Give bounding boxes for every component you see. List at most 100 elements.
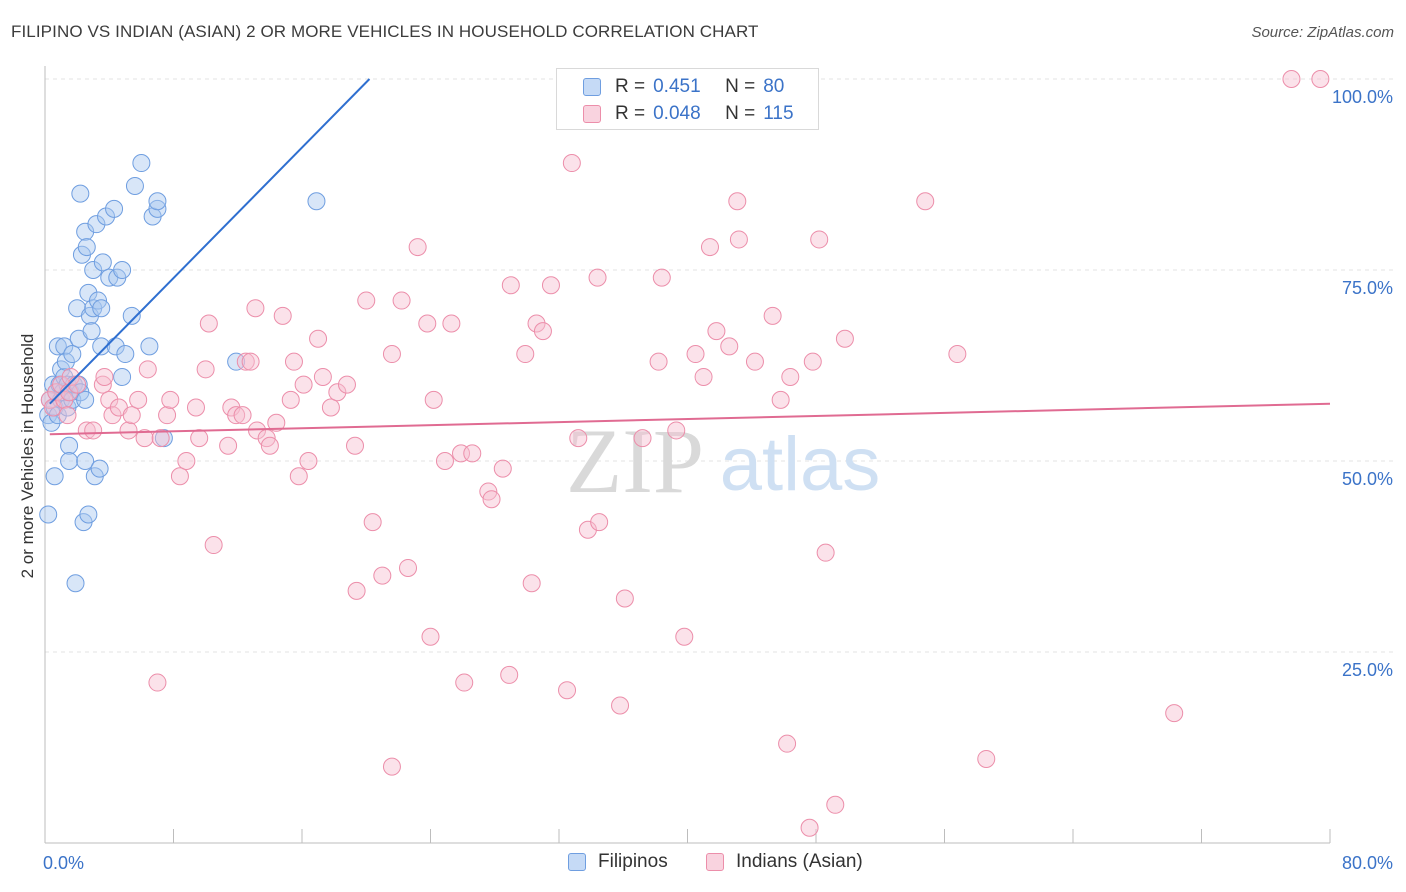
point-indians	[803, 352, 822, 371]
point-indians	[151, 429, 170, 448]
chart-title: FILIPINO VS INDIAN (ASIAN) 2 OR MORE VEH…	[11, 22, 759, 41]
point-indians	[337, 375, 356, 394]
point-indians	[1282, 70, 1301, 88]
point-indians	[77, 421, 96, 440]
point-indians	[558, 681, 577, 700]
point-filipinos	[77, 238, 96, 257]
point-indians	[1311, 70, 1330, 88]
point-indians	[707, 322, 726, 341]
point-filipinos	[84, 261, 103, 279]
point-indians	[321, 398, 340, 417]
point-filipinos	[82, 322, 101, 341]
point-indians	[800, 818, 819, 837]
point-indians	[686, 345, 705, 364]
point-indians	[675, 627, 694, 646]
point-indians	[241, 352, 260, 371]
point-indians	[347, 581, 366, 600]
point-indians	[289, 467, 308, 486]
y-tick-label: 25.0%	[1342, 660, 1393, 680]
point-indians	[161, 390, 180, 409]
legend-n-label: N =	[725, 76, 756, 97]
point-indians	[810, 230, 829, 249]
point-indians	[177, 452, 196, 470]
point-indians	[219, 436, 238, 455]
point-indians	[382, 757, 401, 776]
point-filipinos	[87, 215, 106, 234]
point-indians	[816, 543, 835, 562]
point-indians	[633, 429, 652, 448]
point-indians	[58, 406, 77, 425]
point-indians	[148, 673, 167, 692]
point-indians	[281, 390, 300, 409]
point-indians	[455, 673, 474, 692]
point-indians	[700, 238, 719, 257]
point-indians	[562, 154, 581, 173]
point-indians	[236, 352, 255, 371]
point-indians	[527, 314, 546, 333]
point-indians	[196, 360, 215, 379]
point-indians	[745, 352, 764, 371]
data-points	[39, 70, 1330, 837]
point-indians	[170, 467, 189, 486]
series-legend: Filipinos Indians (Asian)	[0, 851, 1406, 877]
point-filipinos	[79, 505, 98, 524]
point-indians	[421, 627, 440, 646]
point-indians	[611, 696, 630, 715]
point-filipinos	[76, 452, 95, 470]
point-indians	[93, 375, 112, 394]
y-tick-label: 75.0%	[1342, 278, 1393, 298]
point-indians	[588, 268, 607, 287]
point-filipinos	[90, 459, 109, 478]
point-indians	[309, 329, 328, 348]
point-indians	[158, 406, 177, 425]
point-indians	[522, 574, 541, 593]
point-indians	[442, 314, 461, 333]
watermark-atlas: atlas	[720, 422, 881, 507]
source-credit: Source: ZipAtlas.com	[1251, 24, 1394, 41]
point-indians	[119, 421, 138, 440]
legend-label-filipinos: Filipinos	[598, 851, 668, 872]
point-indians	[122, 406, 141, 425]
point-indians	[84, 421, 103, 440]
point-filipinos	[60, 436, 79, 455]
legend-r-label: R =	[615, 76, 646, 97]
point-filipinos	[63, 345, 82, 364]
point-indians	[246, 299, 265, 318]
point-filipinos	[45, 467, 64, 486]
point-indians	[835, 329, 854, 348]
point-filipinos	[113, 367, 132, 386]
point-filipinos	[148, 192, 167, 211]
legend-item-filipinos[interactable]: Filipinos	[568, 851, 668, 873]
point-indians	[399, 558, 418, 577]
legend-row-filipinos: R = 0.451 N = 80	[557, 74, 784, 100]
point-indians	[227, 406, 246, 425]
point-filipinos	[66, 574, 85, 593]
point-indians	[382, 345, 401, 364]
point-filipinos	[48, 337, 67, 356]
point-indians	[328, 383, 347, 402]
point-filipinos	[92, 337, 111, 356]
point-indians	[569, 429, 588, 448]
point-indians	[778, 734, 797, 753]
x-tick-label: 80.0%	[1342, 853, 1393, 873]
point-indians	[100, 390, 119, 409]
point-filipinos	[140, 337, 159, 356]
point-indians	[501, 276, 520, 295]
point-indians	[392, 291, 411, 310]
point-indians	[233, 406, 252, 425]
point-filipinos	[125, 176, 144, 195]
point-indians	[363, 513, 382, 532]
point-filipinos	[60, 452, 79, 470]
point-indians	[204, 536, 223, 555]
legend-item-indians[interactable]: Indians (Asian)	[706, 851, 863, 873]
legend-swatch-indians	[706, 853, 724, 871]
point-filipinos	[93, 253, 112, 272]
point-indians	[199, 314, 218, 333]
point-indians	[299, 452, 318, 470]
point-indians	[463, 444, 482, 463]
point-indians	[516, 345, 535, 364]
point-indians	[138, 360, 157, 379]
tick-labels: 25.0% 50.0% 75.0% 100.0% 0.0% 80.0%	[43, 87, 1393, 873]
point-filipinos	[42, 413, 61, 432]
point-indians	[652, 268, 671, 287]
